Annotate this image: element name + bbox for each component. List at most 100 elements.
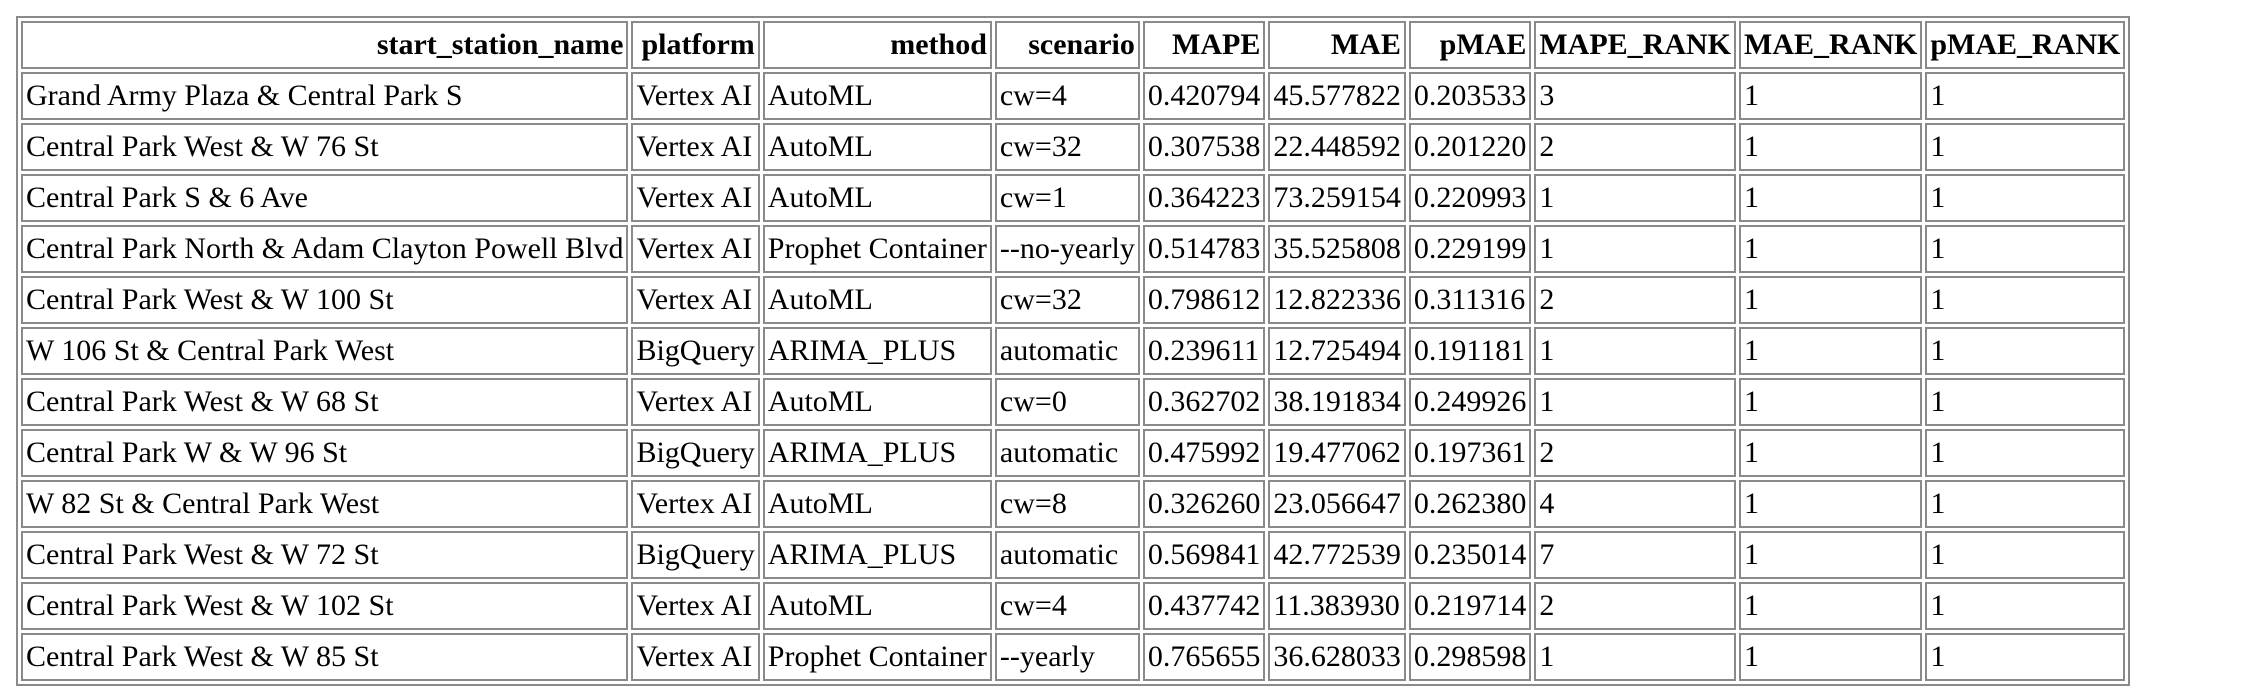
cell-pmae: 0.298598	[1408, 633, 1532, 681]
cell-mape-rank: 1	[1534, 225, 1737, 273]
cell-mape: 0.569841	[1142, 531, 1266, 579]
cell-platform: Vertex AI	[631, 633, 760, 681]
cell-pmae: 0.197361	[1408, 429, 1532, 477]
column-header-station-name: start_station_name	[21, 21, 629, 69]
cell-mae: 73.259154	[1268, 174, 1406, 222]
cell-platform: BigQuery	[631, 429, 760, 477]
cell-mae-rank: 1	[1739, 633, 1923, 681]
cell-mape-rank: 2	[1534, 276, 1737, 324]
cell-mape: 0.475992	[1142, 429, 1266, 477]
cell-method: AutoML	[762, 480, 992, 528]
cell-mape-rank: 1	[1534, 174, 1737, 222]
cell-scenario: cw=8	[994, 480, 1140, 528]
cell-pmae-rank: 1	[1925, 531, 2126, 579]
cell-scenario: cw=4	[994, 72, 1140, 120]
cell-mae-rank: 1	[1739, 123, 1923, 171]
column-header-mape: MAPE	[1142, 21, 1266, 69]
cell-mae: 42.772539	[1268, 531, 1406, 579]
cell-mae: 12.725494	[1268, 327, 1406, 375]
cell-scenario: --yearly	[994, 633, 1140, 681]
cell-pmae-rank: 1	[1925, 378, 2126, 426]
cell-pmae-rank: 1	[1925, 480, 2126, 528]
cell-station-name: Central Park S & 6 Ave	[21, 174, 629, 222]
table-row: Central Park S & 6 Ave Vertex AI AutoML cw=…	[21, 174, 2126, 222]
cell-mape: 0.307538	[1142, 123, 1266, 171]
cell-method: ARIMA_PLUS	[762, 531, 992, 579]
cell-pmae-rank: 1	[1925, 174, 2126, 222]
cell-mape: 0.420794	[1142, 72, 1266, 120]
cell-method: AutoML	[762, 276, 992, 324]
table-row: W 82 St & Central Park West Vertex AI Auto…	[21, 480, 2126, 528]
cell-station-name: Central Park West & W 100 St	[21, 276, 629, 324]
cell-mape: 0.765655	[1142, 633, 1266, 681]
column-header-platform: platform	[631, 21, 760, 69]
table-row: Central Park W & W 96 St BigQuery ARIMA_PL…	[21, 429, 2126, 477]
table-header: start_station_name platform method scenario…	[21, 21, 2126, 69]
cell-mae: 35.525808	[1268, 225, 1406, 273]
table-body: Grand Army Plaza & Central Park S Vertex …	[21, 72, 2126, 681]
cell-station-name: Central Park North & Adam Clayton Powell…	[21, 225, 629, 273]
cell-mape-rank: 4	[1534, 480, 1737, 528]
cell-mae: 22.448592	[1268, 123, 1406, 171]
cell-station-name: Central Park West & W 72 St	[21, 531, 629, 579]
cell-platform: Vertex AI	[631, 123, 760, 171]
cell-scenario: automatic	[994, 429, 1140, 477]
cell-mape: 0.437742	[1142, 582, 1266, 630]
cell-pmae: 0.229199	[1408, 225, 1532, 273]
cell-scenario: automatic	[994, 531, 1140, 579]
cell-station-name: Grand Army Plaza & Central Park S	[21, 72, 629, 120]
cell-platform: Vertex AI	[631, 72, 760, 120]
column-header-pmae: pMAE	[1408, 21, 1532, 69]
cell-mae-rank: 1	[1739, 531, 1923, 579]
cell-mae: 36.628033	[1268, 633, 1406, 681]
cell-pmae: 0.201220	[1408, 123, 1532, 171]
cell-mape-rank: 3	[1534, 72, 1737, 120]
cell-mae-rank: 1	[1739, 582, 1923, 630]
cell-pmae: 0.262380	[1408, 480, 1532, 528]
cell-station-name: Central Park West & W 85 St	[21, 633, 629, 681]
table-row: Central Park West & W 76 St Vertex AI Auto…	[21, 123, 2126, 171]
cell-pmae: 0.203533	[1408, 72, 1532, 120]
cell-platform: BigQuery	[631, 531, 760, 579]
cell-mape-rank: 2	[1534, 429, 1737, 477]
cell-method: AutoML	[762, 378, 992, 426]
column-header-mape-rank: MAPE_RANK	[1534, 21, 1737, 69]
cell-mape-rank: 1	[1534, 327, 1737, 375]
cell-mae-rank: 1	[1739, 276, 1923, 324]
cell-pmae-rank: 1	[1925, 276, 2126, 324]
table-row: Central Park West & W 100 St Vertex AI Aut…	[21, 276, 2126, 324]
cell-mae: 19.477062	[1268, 429, 1406, 477]
cell-scenario: automatic	[994, 327, 1140, 375]
cell-mae-rank: 1	[1739, 72, 1923, 120]
cell-platform: Vertex AI	[631, 276, 760, 324]
results-table: start_station_name platform method scenario…	[16, 16, 2131, 686]
cell-pmae: 0.311316	[1408, 276, 1532, 324]
cell-platform: Vertex AI	[631, 174, 760, 222]
cell-mae: 12.822336	[1268, 276, 1406, 324]
cell-platform: BigQuery	[631, 327, 760, 375]
cell-method: AutoML	[762, 174, 992, 222]
cell-scenario: cw=0	[994, 378, 1140, 426]
cell-station-name: Central Park W & W 96 St	[21, 429, 629, 477]
table-row: W 106 St & Central Park West BigQuery ARIM…	[21, 327, 2126, 375]
cell-platform: Vertex AI	[631, 582, 760, 630]
table-row: Central Park West & W 72 St BigQuery ARIMA…	[21, 531, 2126, 579]
cell-scenario: cw=4	[994, 582, 1140, 630]
cell-mae-rank: 1	[1739, 378, 1923, 426]
cell-pmae-rank: 1	[1925, 225, 2126, 273]
column-header-pmae-rank: pMAE_RANK	[1925, 21, 2126, 69]
header-row: start_station_name platform method scenario…	[21, 21, 2126, 69]
cell-mape: 0.239611	[1142, 327, 1266, 375]
cell-station-name: Central Park West & W 102 St	[21, 582, 629, 630]
table-row: Central Park West & W 68 St Vertex AI Auto…	[21, 378, 2126, 426]
cell-station-name: W 82 St & Central Park West	[21, 480, 629, 528]
cell-mape-rank: 2	[1534, 582, 1737, 630]
cell-mape-rank: 1	[1534, 633, 1737, 681]
table-row: Central Park West & W 85 St Vertex AI Prop…	[21, 633, 2126, 681]
cell-scenario: cw=32	[994, 276, 1140, 324]
cell-mape-rank: 7	[1534, 531, 1737, 579]
cell-station-name: W 106 St & Central Park West	[21, 327, 629, 375]
cell-method: AutoML	[762, 123, 992, 171]
cell-pmae-rank: 1	[1925, 429, 2126, 477]
cell-pmae: 0.235014	[1408, 531, 1532, 579]
